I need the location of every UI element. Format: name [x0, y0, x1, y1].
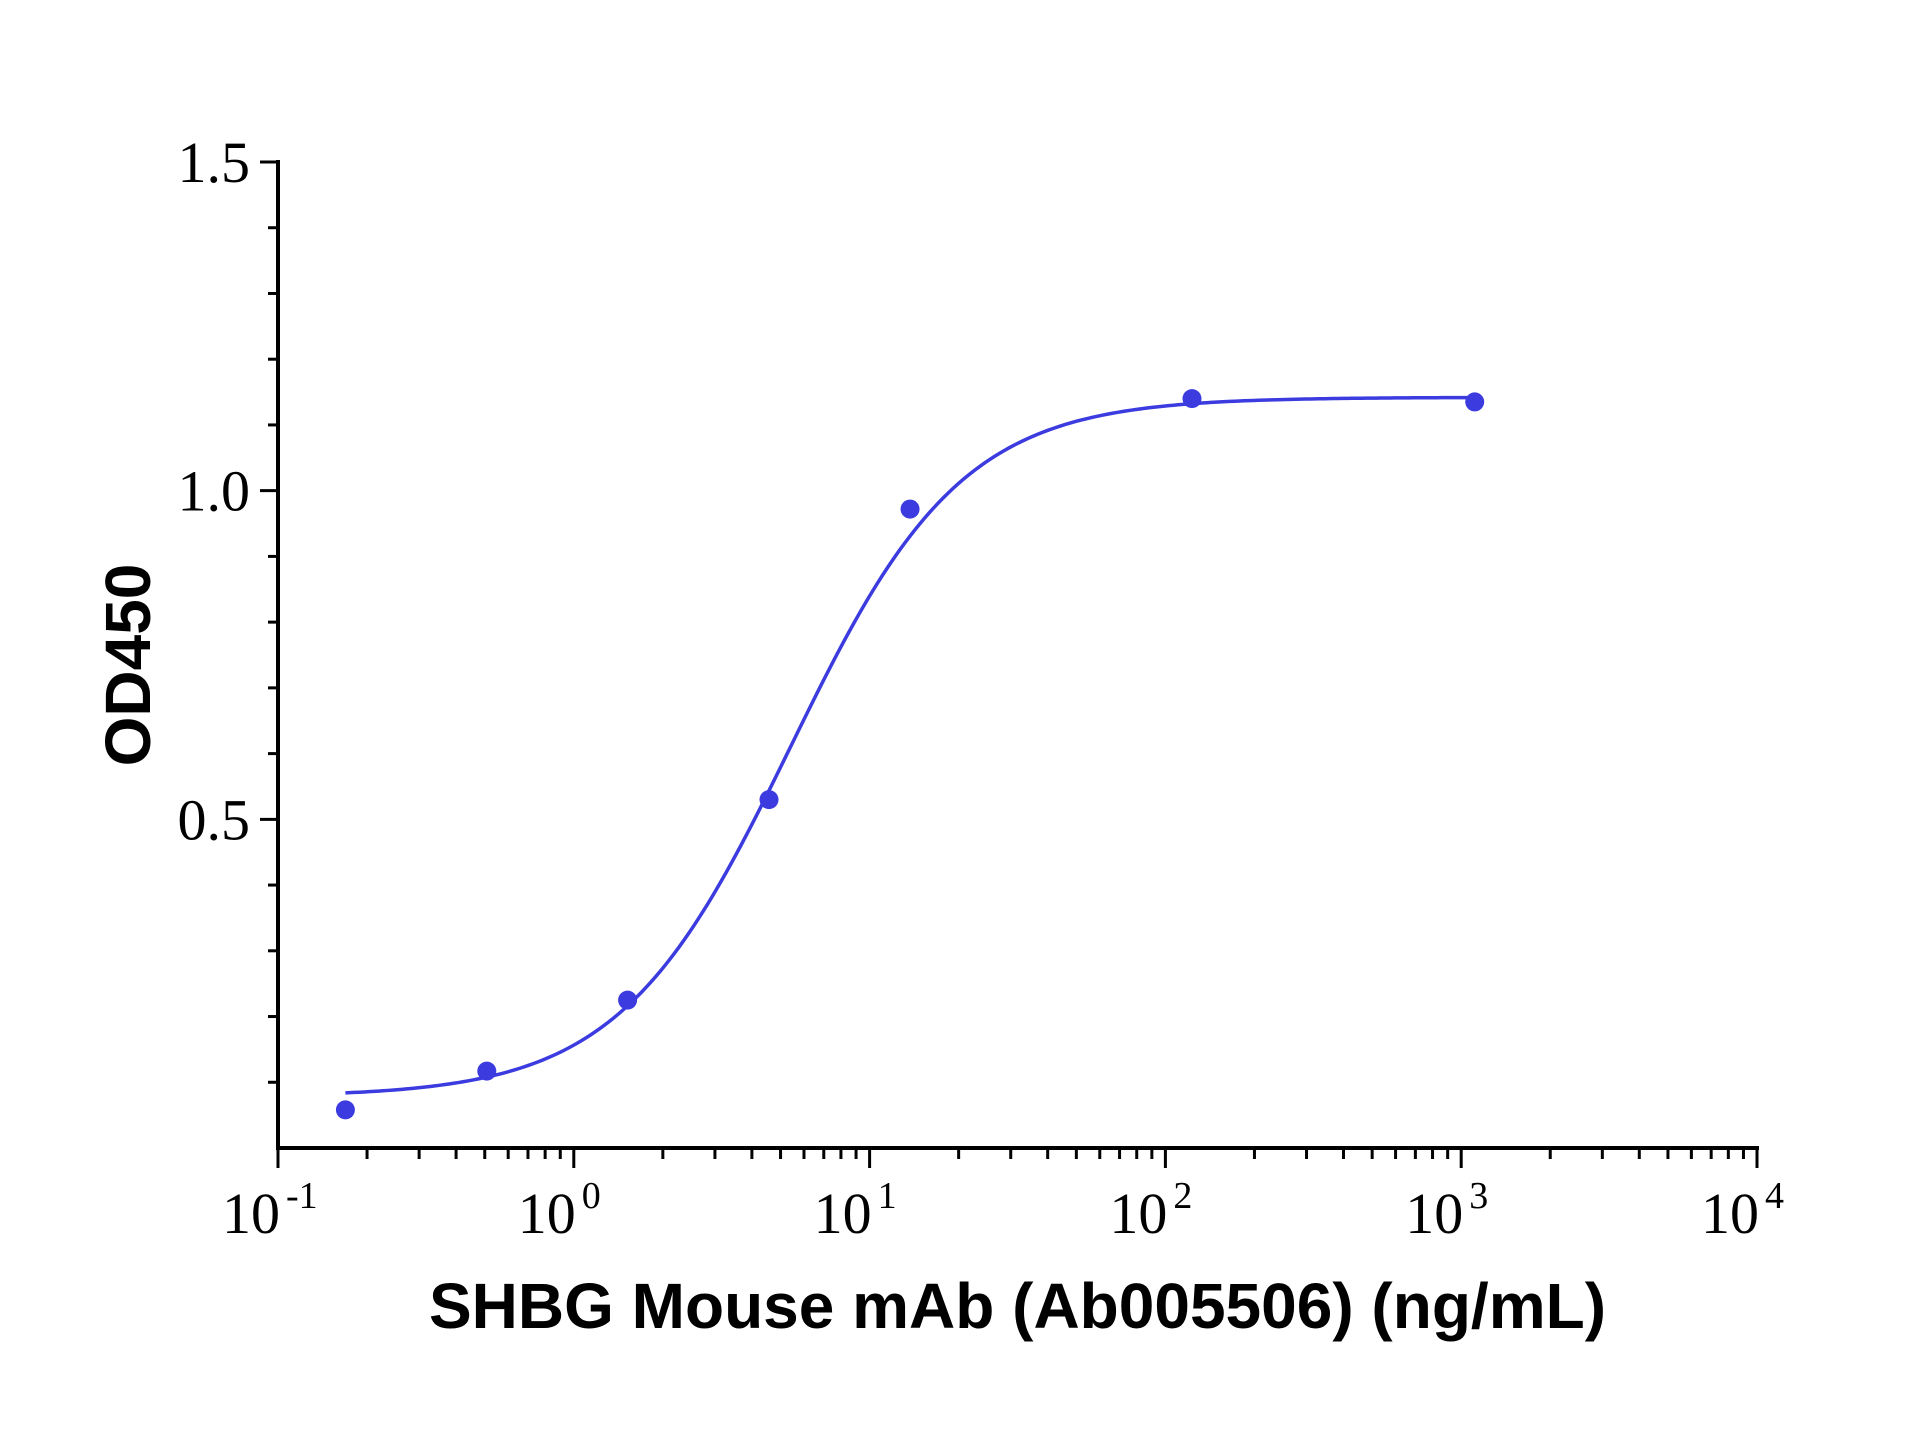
- x-tick-base: 10: [1405, 1181, 1463, 1246]
- x-tick-label: 10 2: [1109, 1175, 1192, 1246]
- x-tick-base: 10: [1109, 1181, 1167, 1246]
- data-point: [477, 1061, 497, 1081]
- y-axis-title: OD450: [92, 564, 164, 767]
- y-tick-label: 1.5: [178, 130, 251, 195]
- x-tick-base: 10: [518, 1181, 576, 1246]
- fit-curve: [345, 395, 1475, 1095]
- x-tick-base: 10: [814, 1181, 872, 1246]
- x-tick-label: 10 -1: [222, 1175, 318, 1246]
- x-tick-exponent: 1: [878, 1175, 897, 1217]
- data-point: [618, 990, 638, 1010]
- x-tick-exponent: 0: [582, 1175, 601, 1217]
- x-tick-base: 10: [222, 1181, 280, 1246]
- x-tick-exponent: 4: [1765, 1175, 1784, 1217]
- axes: [276, 160, 1759, 1150]
- x-tick-exponent: 2: [1173, 1175, 1192, 1217]
- x-tick-base: 10: [1701, 1181, 1759, 1246]
- data-point: [1182, 389, 1202, 409]
- tick-labels: 0.51.01.510 -1 10 0 10 1 10 2 10 3 10 4: [178, 130, 1785, 1246]
- data-point: [759, 790, 779, 810]
- x-tick-label: 10 0: [518, 1175, 601, 1246]
- x-tick-label: 10 1: [814, 1175, 897, 1246]
- data-point: [900, 499, 920, 519]
- x-axis-title: SHBG Mouse mAb (Ab005506) (ng/mL): [429, 1270, 1606, 1342]
- y-tick-label: 1.0: [178, 459, 251, 524]
- x-tick-exponent: 3: [1469, 1175, 1488, 1217]
- x-tick-label: 10 3: [1405, 1175, 1488, 1246]
- data-point: [1465, 392, 1485, 412]
- ticks: [260, 160, 1759, 1168]
- y-tick-label: 0.5: [178, 787, 251, 852]
- data-point: [335, 1100, 355, 1120]
- data-points: [335, 389, 1485, 1120]
- x-tick-exponent: -1: [286, 1175, 318, 1217]
- x-tick-label: 10 4: [1701, 1175, 1784, 1246]
